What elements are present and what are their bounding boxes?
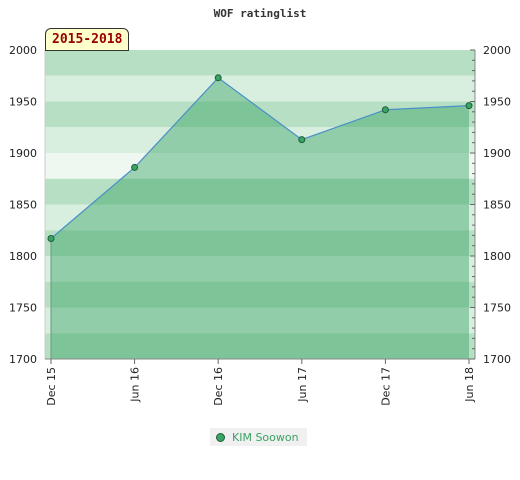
period-label: 2015-2018 [45, 28, 130, 51]
y-tick-label-right: 1900 [483, 147, 511, 160]
y-tick-label-right: 1850 [483, 199, 511, 212]
y-tick-label-left: 1950 [9, 96, 37, 109]
chart-title: WOF ratinglist [214, 7, 307, 20]
data-point [381, 106, 389, 114]
x-tick-label: Jun 17 [296, 367, 309, 403]
x-tick-label: Dec 17 [379, 367, 392, 406]
x-tick-label: Dec 15 [45, 367, 58, 406]
series-line [50, 77, 470, 239]
background-band [45, 50, 475, 76]
background-band [45, 153, 475, 179]
legend[interactable]: KIM Soowon [210, 428, 307, 446]
legend-series-label: KIM Soowon [232, 430, 299, 444]
y-tick-label-right: 1950 [483, 96, 511, 109]
x-tick-label: Jun 18 [463, 367, 476, 403]
background-band [45, 75, 475, 102]
data-point [47, 234, 55, 242]
y-tick-label-left: 2000 [9, 44, 37, 57]
background-bands [45, 50, 475, 359]
data-point [131, 163, 139, 171]
background-band [45, 230, 475, 256]
data-point [465, 102, 473, 110]
series-points [47, 74, 473, 242]
data-point [214, 74, 222, 82]
y-tick-label-left: 1750 [9, 302, 37, 315]
y-tick-label-left: 1900 [9, 147, 37, 160]
y-tick-label-right: 1800 [483, 250, 511, 263]
background-band [45, 204, 475, 231]
data-point [298, 136, 306, 144]
x-tick-label: Dec 16 [212, 367, 225, 406]
background-band [45, 281, 475, 308]
x-tick-label: Jun 16 [129, 367, 142, 403]
series-area-fill [51, 77, 469, 359]
background-band [45, 307, 475, 334]
y-axis-right-ticks: 1700 1750 1800 1850 1900 1950 2000 [470, 44, 511, 366]
y-tick-label-right: 2000 [483, 44, 511, 57]
legend-marker-icon [216, 432, 225, 442]
x-axis-ticks: Dec 15 Jun 16 Dec 16 Jun 17 Dec 17 Jun 18 [45, 359, 476, 406]
background-band [45, 256, 475, 282]
background-band [45, 127, 475, 153]
y-tick-label-right: 1700 [483, 353, 511, 366]
y-tick-label-left: 1800 [9, 250, 37, 263]
y-tick-label-right: 1750 [483, 302, 511, 315]
background-band [45, 101, 475, 128]
y-tick-label-left: 1700 [9, 353, 37, 366]
y-tick-label-left: 1850 [9, 199, 37, 212]
series-area [50, 77, 470, 359]
background-band [45, 333, 475, 359]
y-axis-left-ticks: 1700 1750 1800 1850 1900 1950 2000 [9, 44, 37, 366]
